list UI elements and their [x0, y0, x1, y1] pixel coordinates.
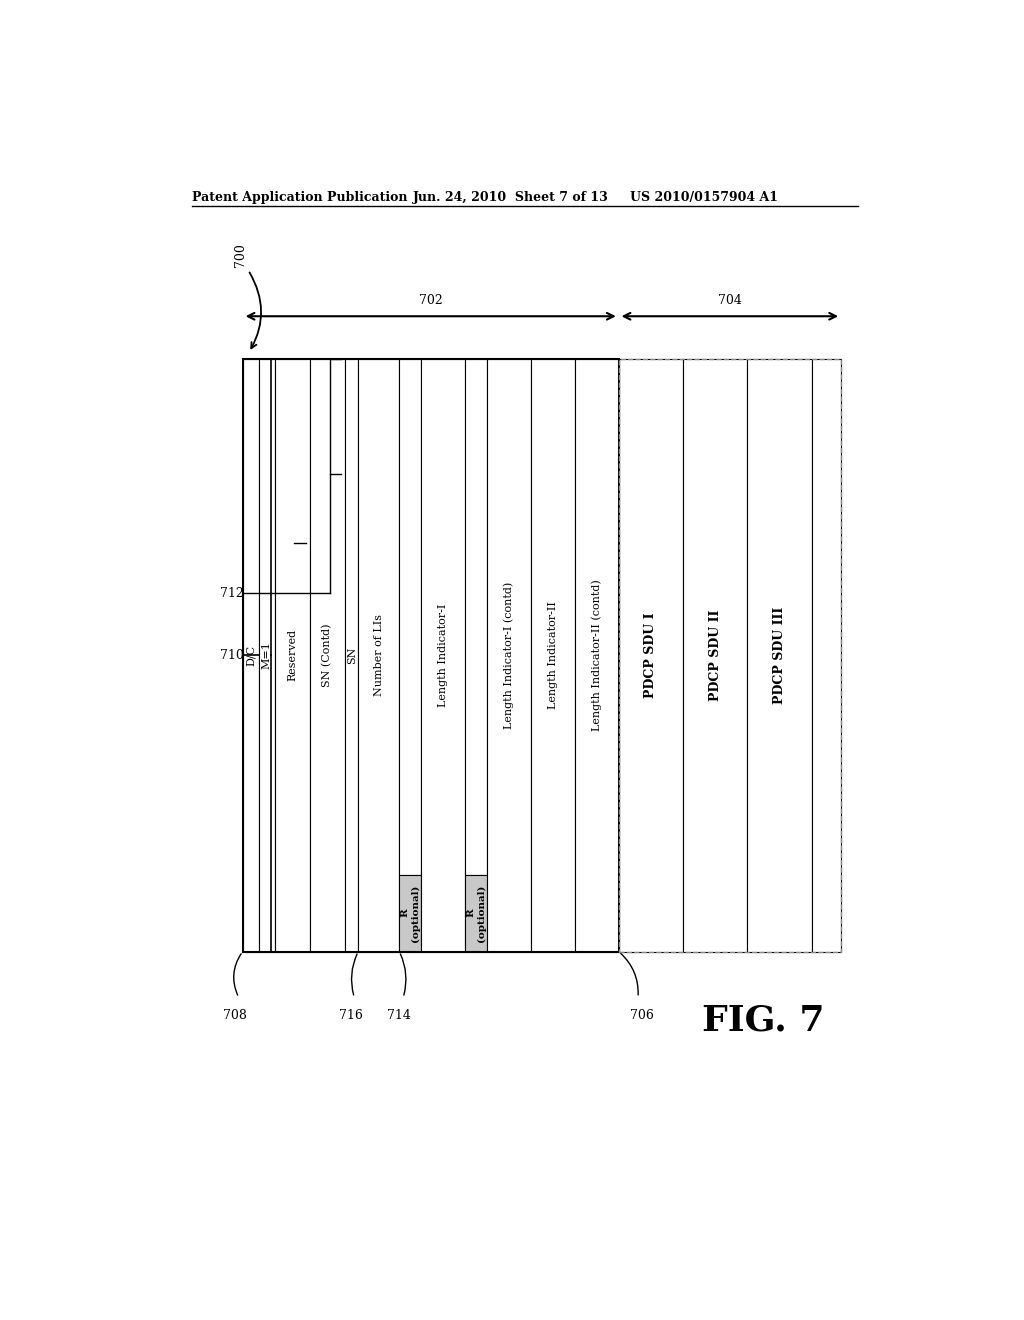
Text: 712: 712 [220, 587, 244, 601]
Bar [683, 359, 748, 952]
Bar [465, 874, 487, 952]
Text: Length Indicator-I (contd): Length Indicator-I (contd) [504, 581, 514, 729]
Text: FIG. 7: FIG. 7 [702, 1003, 824, 1038]
Bar [345, 359, 358, 952]
Text: 714: 714 [387, 1010, 412, 1022]
Bar [310, 359, 345, 952]
Text: 702: 702 [419, 294, 442, 308]
Bar [487, 359, 530, 952]
Bar [243, 359, 259, 952]
Bar [812, 359, 841, 952]
Bar [465, 359, 487, 875]
Text: 708: 708 [223, 1010, 247, 1022]
Text: Reserved: Reserved [288, 630, 297, 681]
Text: US 2010/0157904 A1: US 2010/0157904 A1 [630, 191, 778, 203]
Bar [358, 359, 399, 952]
Text: 710: 710 [220, 648, 244, 661]
Bar [399, 359, 421, 875]
Bar [618, 359, 841, 952]
Text: Length Indicator-II (contd): Length Indicator-II (contd) [592, 579, 602, 731]
Bar [421, 359, 465, 952]
Text: Number of LIs: Number of LIs [374, 614, 384, 696]
Text: Length Indicator-I: Length Indicator-I [438, 603, 449, 706]
Text: R
(optional): R (optional) [400, 884, 420, 941]
Text: PDCP SDU I: PDCP SDU I [644, 612, 657, 698]
Bar [530, 359, 574, 952]
Text: PDCP SDU II: PDCP SDU II [709, 610, 722, 701]
Text: Patent Application Publication: Patent Application Publication [191, 191, 408, 203]
Text: 716: 716 [339, 1010, 362, 1022]
Text: Jun. 24, 2010  Sheet 7 of 13: Jun. 24, 2010 Sheet 7 of 13 [414, 191, 609, 203]
Text: 706: 706 [630, 1010, 654, 1022]
Text: 700: 700 [233, 243, 247, 267]
Bar [748, 359, 812, 952]
Text: SN (Contd): SN (Contd) [323, 623, 333, 686]
Text: D/C: D/C [246, 644, 256, 665]
Bar [574, 359, 618, 952]
Text: SN: SN [347, 647, 356, 664]
Bar [259, 359, 274, 952]
Bar [399, 874, 421, 952]
Bar [274, 359, 310, 952]
Text: PDCP SDU III: PDCP SDU III [773, 606, 786, 704]
Text: R
(optional): R (optional) [466, 884, 485, 941]
Text: 704: 704 [718, 294, 741, 308]
Bar [243, 359, 618, 952]
Bar [618, 359, 683, 952]
Text: M=1: M=1 [262, 642, 271, 669]
Text: Length Indicator-II: Length Indicator-II [548, 601, 558, 709]
